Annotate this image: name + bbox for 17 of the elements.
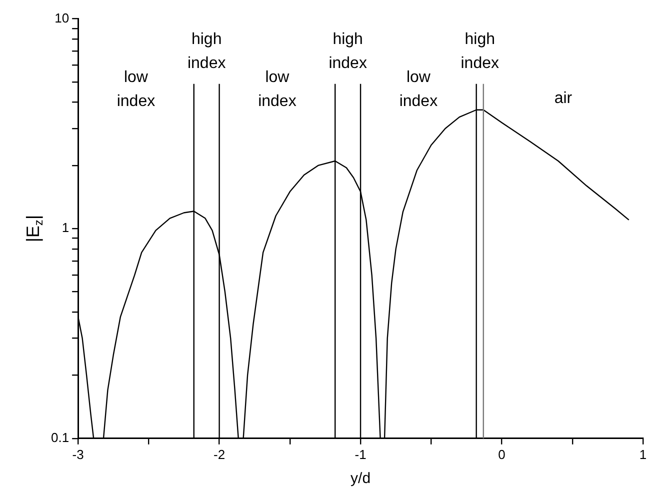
x-axis-title: y/d	[350, 470, 371, 488]
y-tick-label: 10	[54, 10, 70, 26]
y-tick-label: 1	[62, 220, 70, 236]
x-tick-label: 0	[498, 446, 506, 462]
annotation: high index	[187, 31, 226, 72]
x-tick-label: -1	[354, 446, 366, 462]
annotation: air	[554, 90, 573, 107]
annotation: low index	[116, 68, 156, 110]
annotation: low index	[399, 68, 438, 110]
annotation: low index	[258, 68, 296, 110]
y-axis-title: |Ez|	[22, 214, 46, 242]
annotation: high index	[328, 31, 367, 72]
annotation: high index	[460, 31, 499, 72]
x-tick-label: -2	[214, 446, 226, 462]
x-tick-label: 1	[639, 446, 647, 462]
y-tick-label: 0.1	[50, 430, 70, 445]
x-tick-label: -3	[72, 446, 84, 462]
